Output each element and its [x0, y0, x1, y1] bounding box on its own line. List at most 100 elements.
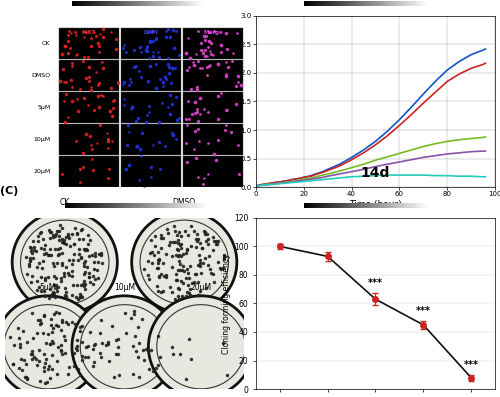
Text: DMSO: DMSO: [172, 198, 196, 207]
DMSO: [408, 112, 414, 117]
20μM: [296, 179, 302, 184]
CK: [432, 79, 438, 84]
CK: [289, 177, 295, 182]
CK: [320, 169, 326, 174]
Ellipse shape: [132, 211, 237, 313]
DMSO: [360, 150, 366, 155]
DMSO: [456, 72, 462, 77]
CK: [408, 105, 414, 110]
CK: [272, 180, 278, 185]
5μM: [308, 175, 314, 180]
5μM: [480, 135, 486, 140]
DMSO: [289, 177, 295, 182]
10μM: [482, 149, 488, 154]
Text: 14d: 14d: [122, 177, 151, 191]
CK: [308, 173, 314, 178]
10μM: [253, 183, 259, 188]
20μM: [480, 174, 486, 179]
20μM: [420, 173, 426, 177]
DMSO: [312, 172, 318, 177]
10μM: [384, 162, 390, 167]
FancyBboxPatch shape: [58, 124, 119, 155]
20μM: [456, 174, 462, 179]
Ellipse shape: [80, 304, 168, 389]
FancyBboxPatch shape: [58, 28, 119, 59]
Line: 10μM: 10μM: [256, 151, 486, 186]
10μM: [301, 178, 307, 183]
CK: [277, 179, 283, 184]
10μM: [372, 164, 378, 169]
Ellipse shape: [148, 296, 254, 397]
Text: ***: ***: [368, 278, 383, 289]
Text: Ki67: Ki67: [82, 29, 96, 35]
CK: [312, 172, 318, 176]
FancyBboxPatch shape: [58, 60, 119, 91]
DMSO: [396, 123, 402, 128]
10μM: [420, 155, 426, 160]
5μM: [258, 183, 264, 188]
20μM: [253, 183, 259, 188]
Y-axis label: Cell Index: Cell Index: [229, 81, 238, 122]
Text: 10μM: 10μM: [34, 137, 50, 142]
CK: [265, 181, 271, 186]
20μM: [348, 174, 354, 179]
DMSO: [308, 174, 314, 179]
5μM: [277, 181, 283, 185]
20μM: [468, 174, 474, 179]
DMSO: [301, 175, 307, 180]
5μM: [408, 148, 414, 152]
5μM: [289, 179, 295, 184]
CK: [456, 59, 462, 64]
CK: [284, 178, 290, 183]
DMSO: [336, 164, 342, 168]
5μM: [396, 151, 402, 156]
CK: [324, 167, 330, 172]
DMSO: [265, 181, 271, 186]
5μM: [253, 183, 259, 188]
10μM: [456, 150, 462, 155]
DMSO: [320, 170, 326, 175]
5μM: [482, 135, 488, 139]
10μM: [360, 167, 366, 172]
20μM: [372, 173, 378, 178]
CK: [384, 129, 390, 133]
5μM: [360, 162, 366, 167]
Text: CK: CK: [60, 198, 70, 207]
10μM: [320, 175, 326, 180]
Text: (C): (C): [0, 186, 18, 196]
CK: [420, 92, 426, 96]
20μM: [324, 177, 330, 181]
CK: [482, 46, 488, 51]
CK: [301, 175, 307, 180]
DMSO: [480, 62, 486, 67]
DMSO: [324, 168, 330, 173]
20μM: [336, 175, 342, 180]
DMSO: [432, 90, 438, 95]
DMSO: [348, 157, 354, 162]
Y-axis label: Cloning forming efficiency: Cloning forming efficiency: [222, 253, 231, 354]
10μM: [277, 181, 283, 185]
Ellipse shape: [0, 296, 100, 397]
Text: 20μM: 20μM: [33, 169, 50, 173]
DMSO: [253, 183, 259, 188]
FancyBboxPatch shape: [183, 60, 243, 91]
5μM: [324, 172, 330, 176]
FancyBboxPatch shape: [183, 28, 243, 59]
10μM: [296, 178, 302, 183]
5μM: [456, 137, 462, 142]
20μM: [408, 173, 414, 177]
DMSO: [272, 180, 278, 185]
20μM: [482, 174, 488, 179]
5μM: [272, 181, 278, 186]
10μM: [272, 181, 278, 186]
DMSO: [482, 61, 488, 66]
FancyBboxPatch shape: [120, 28, 181, 59]
X-axis label: Time (hour): Time (hour): [349, 200, 402, 209]
10μM: [258, 183, 264, 188]
Ellipse shape: [12, 211, 118, 313]
DMSO: [372, 143, 378, 147]
CK: [372, 139, 378, 144]
Text: 14d: 14d: [361, 166, 390, 180]
FancyBboxPatch shape: [120, 60, 181, 91]
Line: 5μM: 5μM: [256, 137, 486, 186]
